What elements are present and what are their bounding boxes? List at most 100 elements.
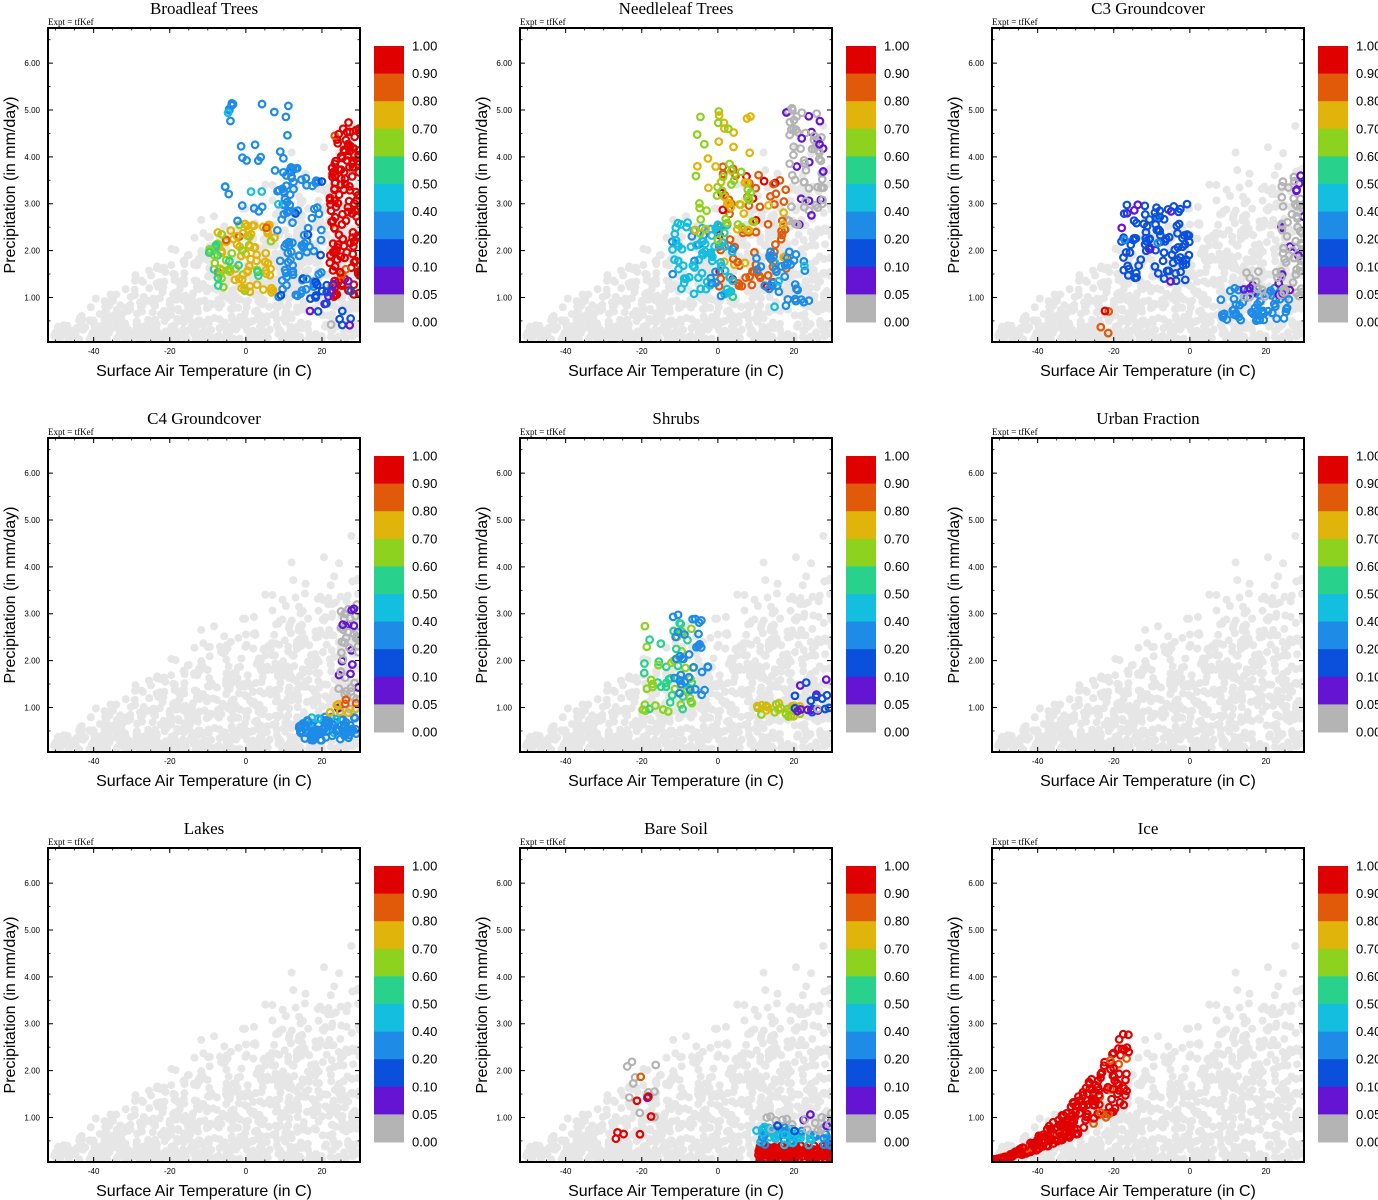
background-point <box>319 596 328 605</box>
background-point <box>323 680 332 689</box>
background-point <box>172 295 181 304</box>
colorbar-swatch <box>374 101 404 130</box>
background-point <box>595 335 604 342</box>
data-point <box>1145 244 1155 254</box>
data-point <box>692 161 702 171</box>
background-point <box>1148 319 1157 328</box>
data-point <box>722 218 732 228</box>
background-point <box>242 640 251 649</box>
data-point <box>770 240 780 249</box>
data-point <box>787 105 797 115</box>
data-point <box>714 107 724 116</box>
data-point <box>1289 253 1299 263</box>
background-point <box>334 332 343 341</box>
background-point <box>304 614 313 623</box>
data-point <box>331 726 341 736</box>
background-point <box>1023 325 1032 334</box>
data-point <box>1284 295 1294 304</box>
colorbar-label: 0.60 <box>412 559 437 574</box>
background-point <box>167 654 176 663</box>
colorbar-swatch <box>1318 266 1348 295</box>
background-point <box>1053 312 1062 321</box>
background-point <box>813 228 822 237</box>
data-point <box>671 236 681 245</box>
data-point <box>246 187 256 197</box>
data-point <box>275 147 285 156</box>
background-point <box>75 745 84 752</box>
data-point <box>287 172 296 181</box>
data-point <box>1131 234 1141 243</box>
scatter-points <box>50 531 360 752</box>
panel-title: C4 Groundcover <box>147 409 261 428</box>
background-point <box>326 581 335 590</box>
data-point <box>280 265 290 275</box>
background-point <box>799 326 808 335</box>
data-point <box>291 164 301 173</box>
expt-label: Expt = tfKef <box>992 17 1038 27</box>
colorbar-swatch <box>374 456 404 485</box>
background-point <box>287 148 296 157</box>
background-point <box>771 321 780 330</box>
background-point <box>173 725 182 734</box>
background-point <box>740 241 749 250</box>
data-point <box>706 224 716 234</box>
data-point <box>349 629 359 639</box>
background-point <box>312 654 321 663</box>
background-point <box>183 710 192 719</box>
background-point <box>195 285 204 294</box>
data-point <box>817 133 826 142</box>
background-point <box>1209 275 1218 284</box>
background-point <box>91 294 100 303</box>
colorbar-label: 0.10 <box>412 259 437 274</box>
background-point <box>737 302 746 311</box>
background-point <box>240 614 249 623</box>
data-point <box>1150 208 1160 218</box>
background-point <box>613 326 622 335</box>
background-point <box>195 297 204 306</box>
background-point <box>827 232 832 241</box>
background-point <box>199 229 208 238</box>
x-axis-label: Surface Air Temperature (in C) <box>1040 363 1256 380</box>
data-point <box>353 641 360 651</box>
data-point <box>797 108 807 118</box>
data-point <box>804 196 814 206</box>
data-point <box>321 299 331 308</box>
background-point <box>645 335 654 342</box>
y-tick-label: 6.00 <box>968 59 984 68</box>
background-point <box>791 186 800 195</box>
background-point <box>138 277 147 286</box>
data-point <box>1140 239 1150 249</box>
data-point <box>748 217 757 226</box>
data-point <box>781 185 791 195</box>
background-point <box>1172 315 1181 324</box>
data-point <box>1277 192 1287 202</box>
background-point <box>821 240 830 249</box>
data-point <box>297 286 307 295</box>
background-point <box>819 255 828 264</box>
colorbar: 1.000.900.800.700.600.500.400.200.100.05… <box>1318 39 1378 330</box>
data-point <box>1294 291 1304 301</box>
data-point <box>288 266 298 276</box>
background-point <box>1180 312 1189 321</box>
background-point <box>1193 202 1202 211</box>
data-point <box>804 296 814 306</box>
data-point <box>781 301 791 311</box>
data-point <box>275 256 285 266</box>
background-point <box>767 332 776 341</box>
data-point <box>779 252 789 262</box>
y-tick-label: 6.00 <box>24 469 40 478</box>
background-point <box>228 315 237 324</box>
data-point <box>1270 302 1280 311</box>
background-point <box>133 309 142 318</box>
background-point <box>724 328 733 337</box>
background-point <box>135 332 144 341</box>
data-point <box>1292 186 1301 196</box>
background-point <box>191 335 200 342</box>
data-point <box>718 205 728 215</box>
data-point <box>223 108 233 118</box>
data-point <box>217 273 226 283</box>
background-point <box>813 307 822 316</box>
background-point <box>765 293 774 302</box>
background-point <box>1141 335 1150 342</box>
